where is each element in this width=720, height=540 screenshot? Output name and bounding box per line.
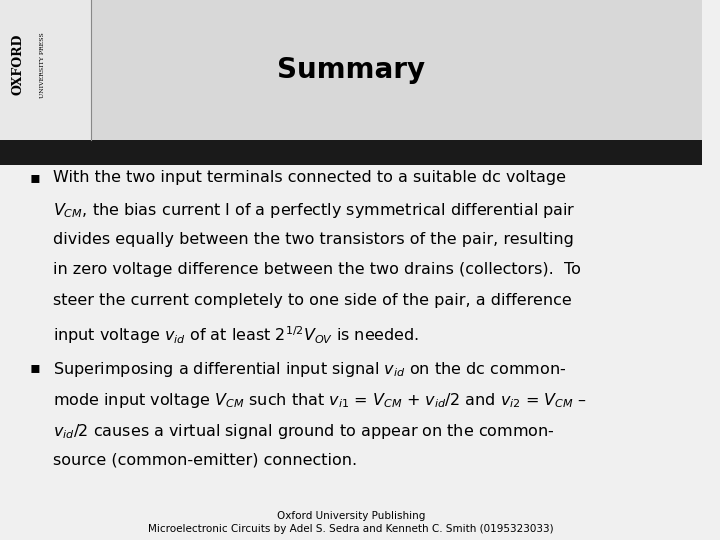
Text: ▪: ▪ — [30, 170, 40, 185]
Text: UNIVERSITY PRESS: UNIVERSITY PRESS — [40, 32, 45, 98]
Text: divides equally between the two transistors of the pair, resulting: divides equally between the two transist… — [53, 232, 574, 247]
Text: input voltage $v_{id}$ of at least $2^{1/2}V_{OV}$ is needed.: input voltage $v_{id}$ of at least $2^{1… — [53, 324, 419, 346]
FancyBboxPatch shape — [0, 140, 702, 165]
Text: source (common-emitter) connection.: source (common-emitter) connection. — [53, 453, 357, 468]
Text: Oxford University Publishing: Oxford University Publishing — [277, 511, 426, 521]
Text: With the two input terminals connected to a suitable dc voltage: With the two input terminals connected t… — [53, 170, 566, 185]
Text: $V_{CM}$, the bias current I of a perfectly symmetrical differential pair: $V_{CM}$, the bias current I of a perfec… — [53, 201, 575, 220]
Text: OXFORD: OXFORD — [11, 34, 24, 96]
FancyBboxPatch shape — [0, 0, 702, 140]
Text: Microelectronic Circuits by Adel S. Sedra and Kenneth C. Smith (0195323033): Microelectronic Circuits by Adel S. Sedr… — [148, 524, 554, 534]
Text: Summary: Summary — [277, 56, 425, 84]
Text: in zero voltage difference between the two drains (collectors).  To: in zero voltage difference between the t… — [53, 262, 580, 278]
Text: mode input voltage $V_{CM}$ such that $v_{i1}$ = $V_{CM}$ + $v_{id}$/2 and $v_{i: mode input voltage $V_{CM}$ such that $v… — [53, 391, 587, 410]
Text: $v_{id}$/2 causes a virtual signal ground to appear on the common-: $v_{id}$/2 causes a virtual signal groun… — [53, 422, 554, 441]
Text: Superimposing a differential input signal $v_{id}$ on the dc common-: Superimposing a differential input signa… — [53, 360, 566, 379]
Text: steer the current completely to one side of the pair, a difference: steer the current completely to one side… — [53, 293, 572, 308]
FancyBboxPatch shape — [0, 0, 91, 140]
Text: ▪: ▪ — [30, 360, 40, 375]
